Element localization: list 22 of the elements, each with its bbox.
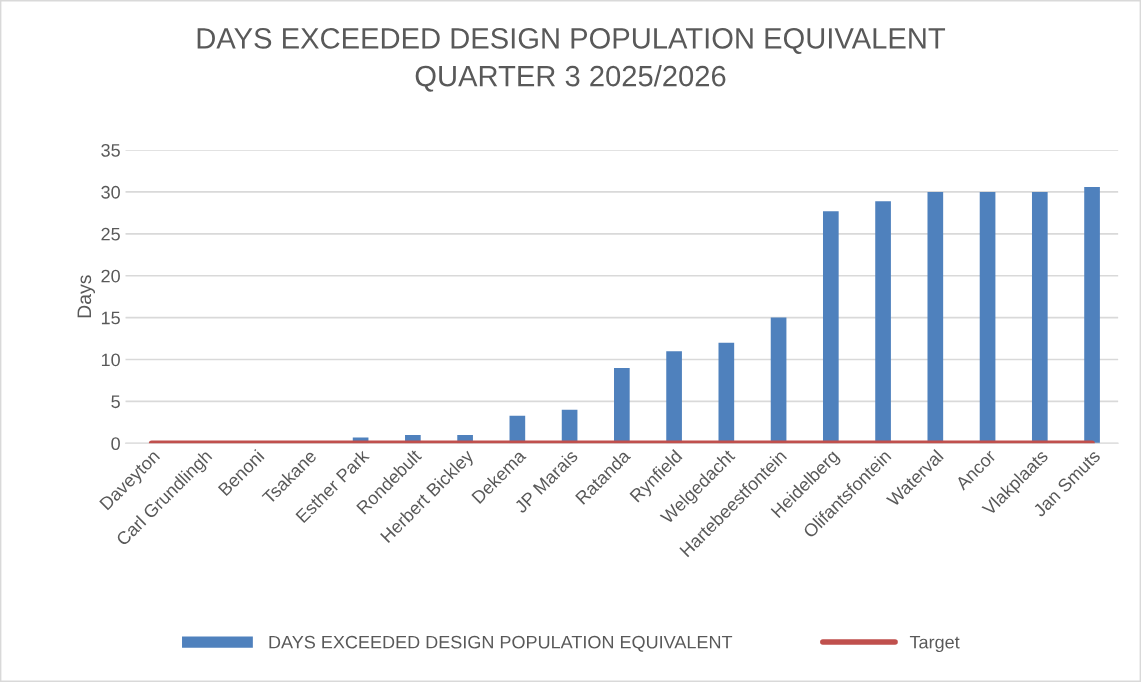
bar [614, 367, 630, 444]
legend-label: DAYS EXCEEDED DESIGN POPULATION EQUIVALENT [269, 635, 733, 652]
chart-title: DAYS EXCEEDED DESIGN POPULATION EQUIVALENT QUARTER 3 2025/2026 [197, 28, 946, 92]
bar [875, 201, 891, 444]
bar [1031, 191, 1048, 444]
bar [822, 211, 839, 444]
bar [770, 317, 787, 444]
y-tick-label: 0 [111, 437, 120, 451]
y-tick-label: 30 [101, 185, 120, 199]
y-tick-label: 25 [101, 227, 120, 241]
bar [718, 342, 735, 444]
y-tick-label: 15 [101, 311, 120, 325]
y-axis-title: Days [77, 275, 96, 318]
bar [979, 191, 996, 444]
y-tick-label: 10 [101, 353, 120, 367]
y-tick-label: 20 [101, 269, 120, 283]
bar [666, 351, 682, 444]
bar [1084, 186, 1100, 444]
legend-label: Target [909, 635, 960, 653]
bar [927, 191, 944, 444]
y-tick-label: 5 [111, 395, 120, 409]
y-tick-label: 35 [101, 143, 120, 157]
